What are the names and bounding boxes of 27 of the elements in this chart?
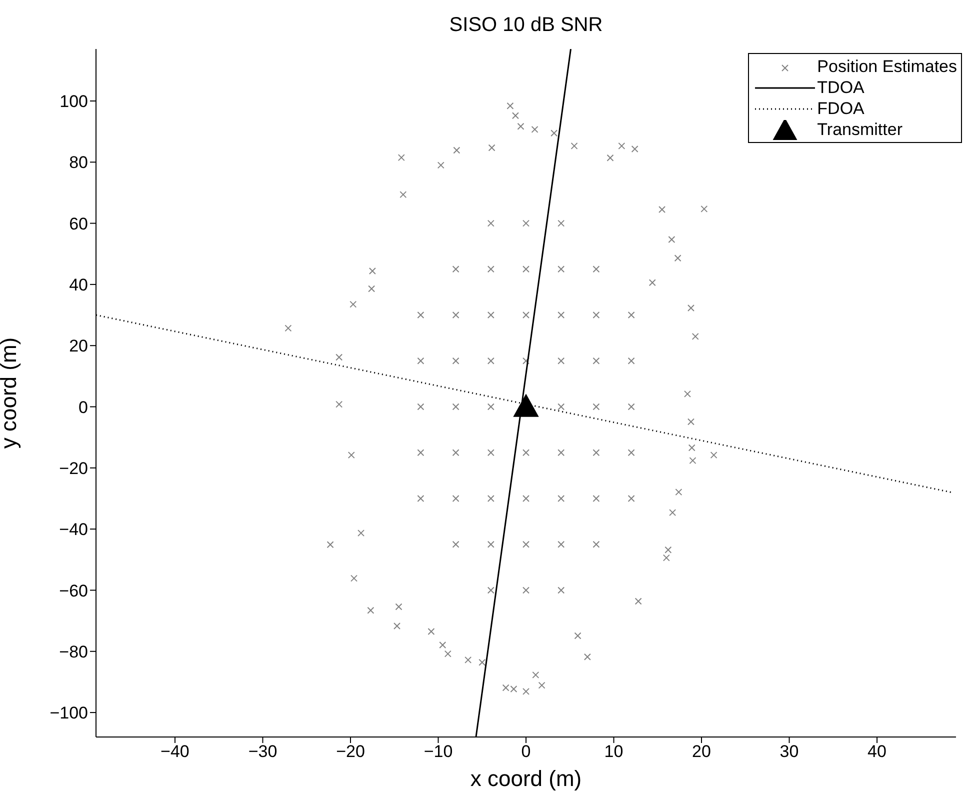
- legend-label: Position Estimates: [817, 56, 957, 76]
- y-tick-label: −100: [50, 704, 88, 723]
- x-axis-title: x coord (m): [470, 766, 582, 791]
- y-axis-title: y coord (m): [0, 337, 21, 449]
- legend-label: TDOA: [817, 78, 864, 98]
- legend-label: FDOA: [817, 98, 864, 118]
- y-tick-label: −80: [59, 642, 88, 662]
- y-tick-label: 40: [69, 275, 88, 294]
- x-tick-label: 40: [868, 742, 886, 762]
- y-tick-label: −40: [59, 520, 88, 540]
- x-tick-label: −20: [336, 742, 365, 762]
- y-tick-label: 0: [78, 398, 88, 417]
- y-tick-label: 80: [69, 153, 88, 172]
- x-tick-label: 30: [780, 742, 799, 762]
- x-tick-label: 20: [692, 742, 711, 762]
- x-tick-label: −40: [160, 742, 190, 762]
- y-tick-label: −60: [59, 581, 88, 600]
- x-tick-label: 10: [604, 742, 624, 762]
- x-tick-label: −10: [424, 742, 453, 762]
- y-tick-label: −20: [59, 458, 88, 478]
- x-tick-label: −30: [248, 742, 278, 762]
- y-tick-label: 20: [69, 336, 88, 356]
- legend-label: Transmitter: [817, 120, 902, 140]
- y-tick-label: 100: [60, 92, 88, 112]
- chart-title: SISO 10 dB SNR: [448, 14, 604, 37]
- x-tick-label: 0: [521, 742, 531, 762]
- y-tick-label: 60: [69, 214, 88, 234]
